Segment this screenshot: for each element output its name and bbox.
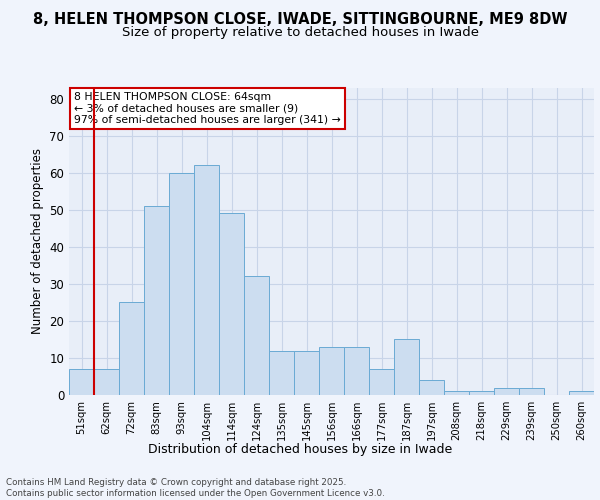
- Bar: [294, 350, 319, 395]
- Bar: [94, 369, 119, 395]
- Bar: [319, 347, 344, 395]
- Bar: [569, 392, 594, 395]
- Bar: [144, 206, 169, 395]
- Text: Distribution of detached houses by size in Iwade: Distribution of detached houses by size …: [148, 442, 452, 456]
- Bar: [169, 172, 194, 395]
- Bar: [394, 340, 419, 395]
- Bar: [444, 392, 469, 395]
- Bar: [219, 214, 244, 395]
- Text: 8, HELEN THOMPSON CLOSE, IWADE, SITTINGBOURNE, ME9 8DW: 8, HELEN THOMPSON CLOSE, IWADE, SITTINGB…: [33, 12, 567, 28]
- Bar: [419, 380, 444, 395]
- Bar: [369, 369, 394, 395]
- Bar: [269, 350, 294, 395]
- Bar: [69, 369, 94, 395]
- Y-axis label: Number of detached properties: Number of detached properties: [31, 148, 44, 334]
- Bar: [469, 392, 494, 395]
- Text: 8 HELEN THOMPSON CLOSE: 64sqm
← 3% of detached houses are smaller (9)
97% of sem: 8 HELEN THOMPSON CLOSE: 64sqm ← 3% of de…: [74, 92, 341, 126]
- Bar: [244, 276, 269, 395]
- Text: Contains HM Land Registry data © Crown copyright and database right 2025.
Contai: Contains HM Land Registry data © Crown c…: [6, 478, 385, 498]
- Bar: [519, 388, 544, 395]
- Bar: [494, 388, 519, 395]
- Bar: [119, 302, 144, 395]
- Bar: [194, 166, 219, 395]
- Bar: [344, 347, 369, 395]
- Text: Size of property relative to detached houses in Iwade: Size of property relative to detached ho…: [121, 26, 479, 39]
